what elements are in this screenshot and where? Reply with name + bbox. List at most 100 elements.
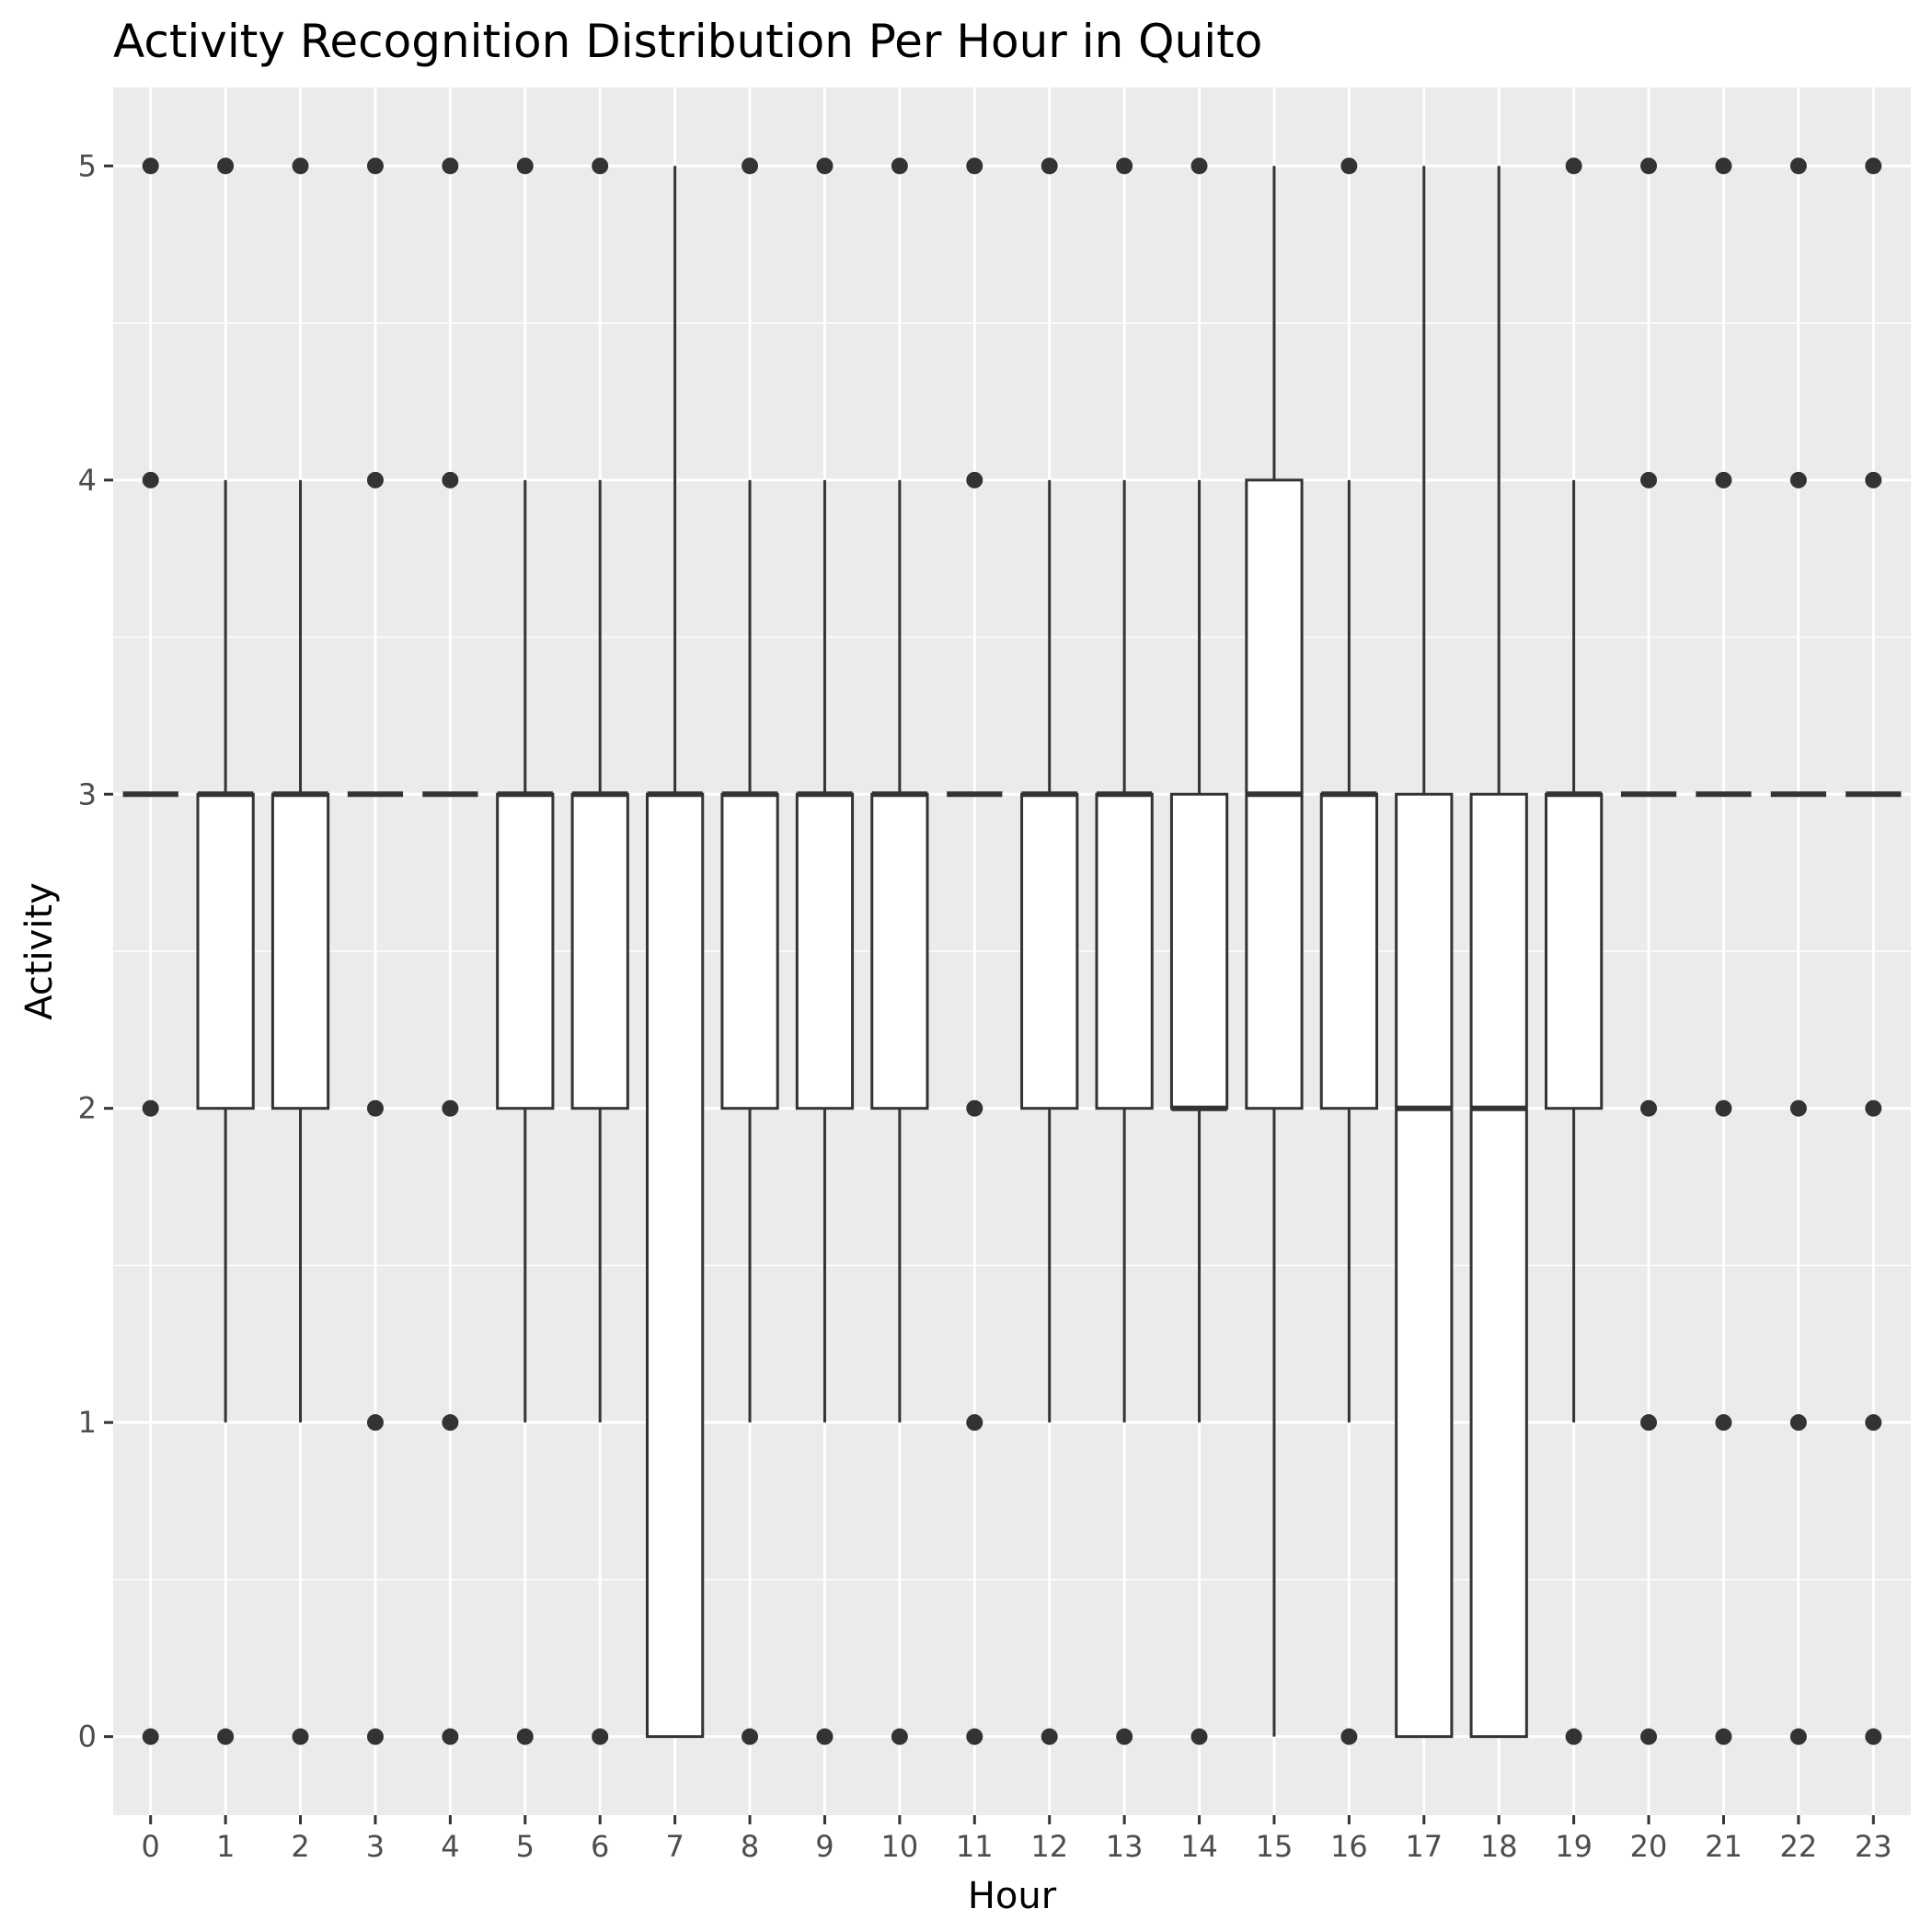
outlier-point (1340, 157, 1358, 175)
outlier-point (1789, 1728, 1807, 1745)
outlier-point (142, 157, 159, 175)
box-hour-18 (1469, 166, 1528, 1739)
box-body (720, 792, 779, 1110)
outlier-point (1865, 1414, 1882, 1432)
outlier-point (217, 1728, 235, 1745)
box-hour-8 (720, 157, 779, 1745)
outlier-point (366, 471, 384, 489)
box-body (1469, 792, 1528, 1739)
outlier-point (292, 1728, 309, 1745)
outlier-point (292, 157, 309, 175)
box-body (795, 792, 855, 1110)
x-tick-label: 11 (956, 1829, 994, 1864)
outlier-point (1789, 1414, 1807, 1432)
box-body (870, 792, 929, 1110)
outlier-point (816, 1728, 834, 1745)
outlier-point (891, 1728, 908, 1745)
x-axis-title: Hour (968, 1875, 1057, 1917)
box-body (196, 792, 255, 1110)
box-body (570, 792, 629, 1110)
box-body (1095, 792, 1154, 1110)
box-hour-22 (1770, 157, 1826, 1745)
x-tick-label: 5 (516, 1829, 535, 1864)
box-hour-2 (270, 157, 330, 1745)
y-axis: 0 1 2 3 4 5 (78, 148, 113, 1754)
outlier-point (442, 471, 459, 489)
outlier-point (1789, 1099, 1807, 1117)
outlier-point (592, 157, 609, 175)
outlier-point (966, 157, 983, 175)
x-tick-label: 9 (815, 1829, 834, 1864)
x-tick-label: 8 (741, 1829, 759, 1864)
x-tick-label: 20 (1630, 1829, 1668, 1864)
outlier-point (442, 157, 459, 175)
x-tick-label: 6 (591, 1829, 609, 1864)
outlier-point (1116, 1728, 1133, 1745)
outlier-point (1865, 471, 1882, 489)
outlier-point (1715, 157, 1732, 175)
y-tick-label: 0 (78, 1719, 97, 1754)
x-tick-label: 14 (1180, 1829, 1218, 1864)
outlier-point (1789, 157, 1807, 175)
x-tick-label: 15 (1256, 1829, 1294, 1864)
box-body (1020, 792, 1079, 1110)
box-hour-12 (1020, 157, 1079, 1745)
outlier-point (966, 1414, 983, 1432)
box-hour-3 (347, 157, 404, 1745)
outlier-point (1640, 1728, 1658, 1745)
outlier-point (891, 157, 908, 175)
outlier-point (1640, 157, 1658, 175)
outlier-point (1640, 1099, 1658, 1117)
y-tick-label: 3 (78, 776, 97, 811)
box-hour-10 (870, 157, 929, 1745)
box-hour-11 (947, 157, 1003, 1745)
outlier-point (1715, 1414, 1732, 1432)
x-tick-label: 4 (441, 1829, 459, 1864)
box-hour-6 (570, 157, 629, 1745)
outlier-point (1789, 471, 1807, 489)
box-body (270, 792, 330, 1110)
outlier-point (966, 471, 983, 489)
outlier-point (516, 157, 534, 175)
outlier-point (1715, 1099, 1732, 1117)
outlier-point (366, 1099, 384, 1117)
outlier-point (442, 1414, 459, 1432)
box-hour-19 (1545, 157, 1604, 1745)
box-hour-20 (1620, 157, 1677, 1745)
outlier-point (966, 1728, 983, 1745)
x-tick-label: 10 (881, 1829, 919, 1864)
outlier-point (1565, 157, 1582, 175)
box-hour-0 (122, 157, 178, 1745)
box-hour-14 (1169, 157, 1229, 1745)
x-tick-label: 19 (1555, 1829, 1593, 1864)
outlier-point (366, 1414, 384, 1432)
x-tick-label: 21 (1705, 1829, 1742, 1864)
box-hour-16 (1319, 157, 1378, 1745)
box-layer (122, 157, 1902, 1745)
outlier-point (442, 1099, 459, 1117)
outlier-point (1865, 1728, 1882, 1745)
box-body (1169, 792, 1229, 1110)
outlier-point (1340, 1728, 1358, 1745)
box-body (496, 792, 555, 1110)
outlier-point (217, 157, 235, 175)
outlier-point (966, 1099, 983, 1117)
box-hour-1 (196, 157, 255, 1745)
x-tick-label: 17 (1405, 1829, 1443, 1864)
outlier-point (1640, 471, 1658, 489)
x-tick-label: 0 (142, 1829, 160, 1864)
x-tick-label: 13 (1106, 1829, 1144, 1864)
outlier-point (1865, 1099, 1882, 1117)
box-hour-4 (422, 157, 478, 1745)
outlier-point (1715, 1728, 1732, 1745)
outlier-point (1640, 1414, 1658, 1432)
box-body (646, 792, 705, 1739)
outlier-point (142, 1099, 159, 1117)
box-hour-9 (795, 157, 855, 1745)
box-body (1545, 792, 1604, 1110)
x-tick-label: 18 (1480, 1829, 1518, 1864)
x-tick-label: 7 (665, 1829, 684, 1864)
y-tick-label: 2 (78, 1091, 97, 1126)
box-hour-15 (1245, 166, 1304, 1737)
